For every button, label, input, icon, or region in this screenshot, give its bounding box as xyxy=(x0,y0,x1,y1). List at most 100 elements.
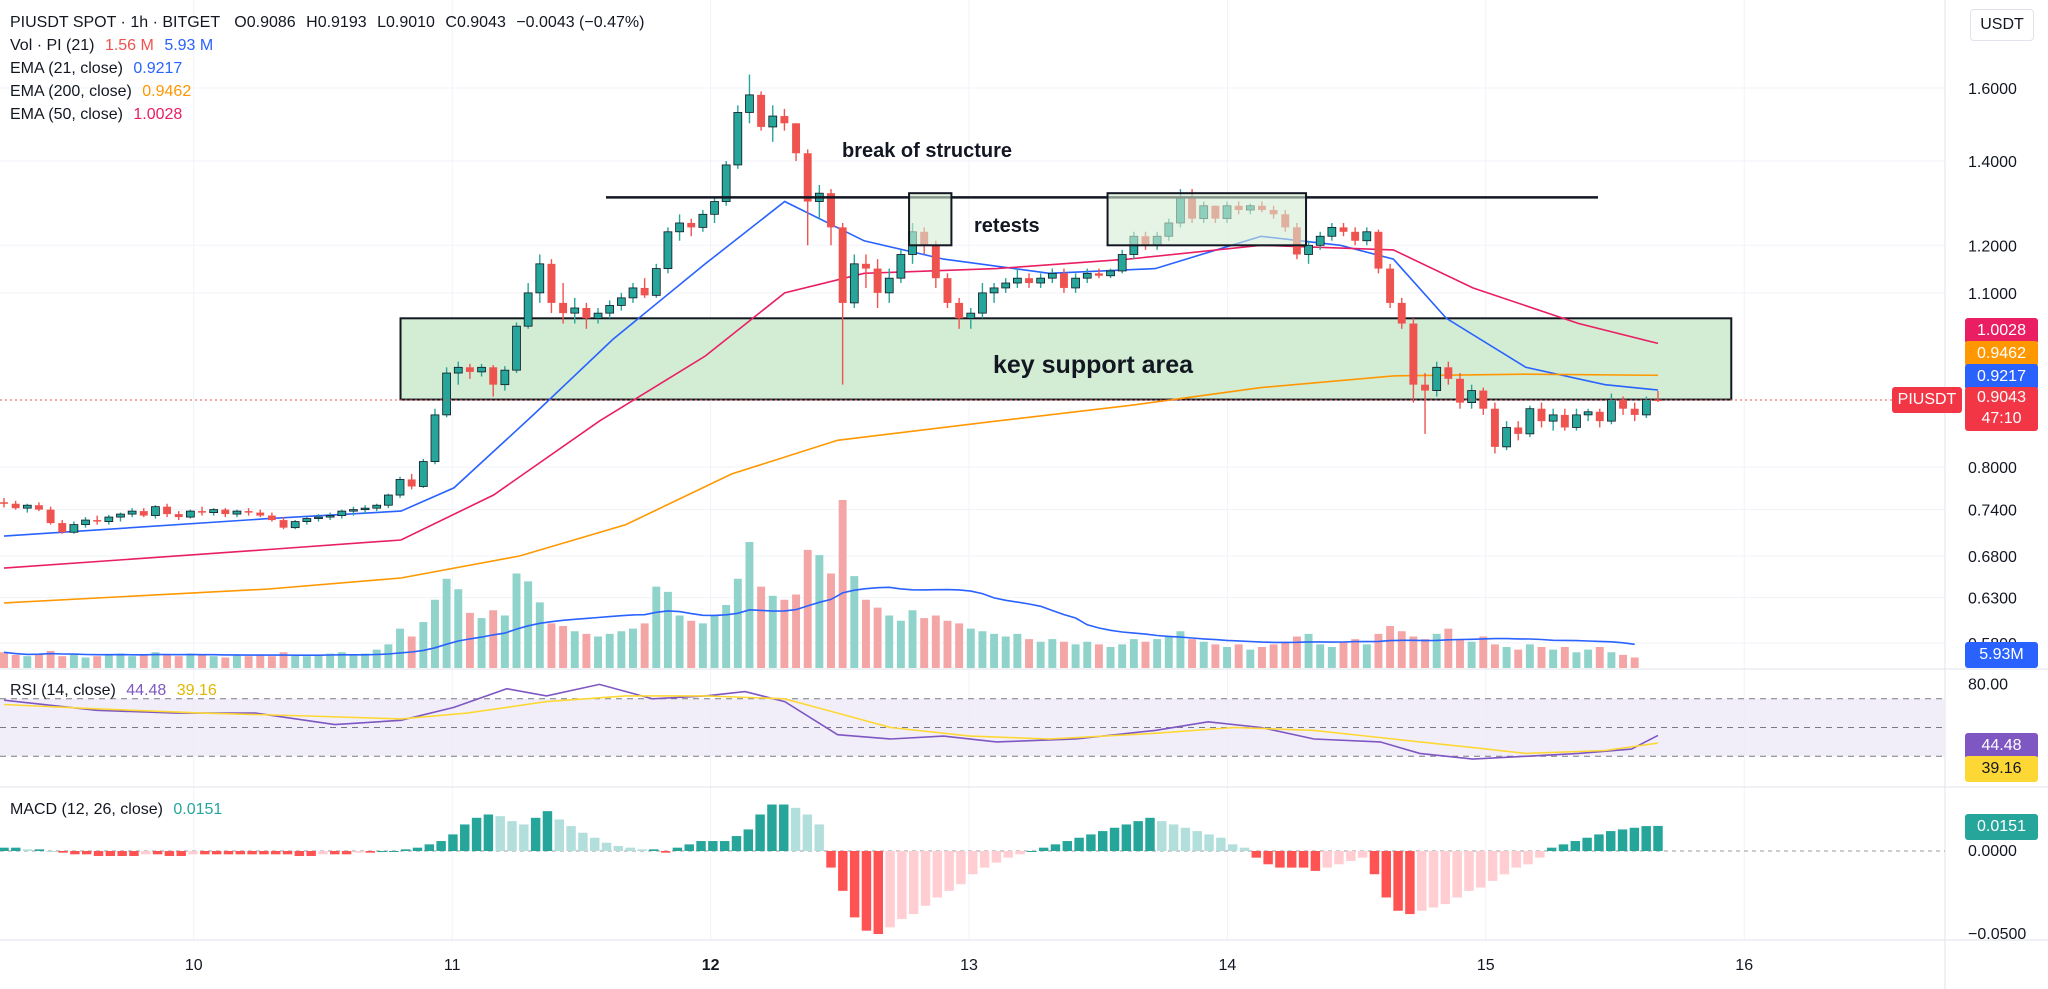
candle-body xyxy=(559,302,568,314)
macd-histogram-bar xyxy=(920,851,931,906)
macd-histogram-bar xyxy=(743,829,754,851)
ema21-legend-value: 0.9217 xyxy=(133,60,183,77)
symbol-title[interactable]: PIUSDT SPOT · 1h · BITGET xyxy=(10,14,220,31)
break-of-structure-label: break of structure xyxy=(842,140,1012,162)
candle-body xyxy=(803,153,812,202)
macd-histogram-bar xyxy=(1617,829,1628,851)
candle-body xyxy=(325,515,335,518)
candle-body xyxy=(360,507,370,511)
macd-histogram-bar xyxy=(1251,851,1262,858)
volume-bar xyxy=(221,657,230,668)
volume-bar xyxy=(547,623,556,668)
volume-bar xyxy=(349,654,358,668)
macd-histogram-bar xyxy=(1357,851,1368,858)
macd-histogram-bar xyxy=(1369,851,1380,875)
macd-histogram-bar xyxy=(790,807,801,851)
candle-body xyxy=(1583,411,1593,416)
candle-body xyxy=(1467,390,1476,403)
macd-histogram-bar xyxy=(814,824,824,851)
macd-histogram-bar xyxy=(0,847,9,851)
volume-bar xyxy=(1304,633,1313,668)
macd-histogram-bar xyxy=(389,851,399,852)
volume-bar xyxy=(617,631,626,668)
macd-histogram-bar xyxy=(530,817,541,851)
ema50-line xyxy=(3,244,1659,569)
close-label: C xyxy=(445,14,457,31)
candle-body xyxy=(1025,278,1033,284)
macd-histogram-bar xyxy=(70,851,80,855)
macd-histogram-bar xyxy=(460,824,470,851)
candle-body xyxy=(687,222,696,228)
ema21-legend[interactable]: EMA (21, close) 0.9217 xyxy=(10,57,182,80)
currency-button[interactable]: USDT xyxy=(1970,9,2034,41)
price-axis: 0.58000.63000.68000.74000.80001.10001.20… xyxy=(185,81,2017,974)
candle-body xyxy=(535,263,545,294)
macd-histogram-bar xyxy=(779,804,789,851)
candle-body xyxy=(523,292,533,327)
symbol-price-tag[interactable]: PIUSDT xyxy=(1892,387,1962,413)
macd-histogram-bar xyxy=(802,814,813,851)
volume-bar xyxy=(1258,647,1266,668)
volume-bar xyxy=(209,656,218,668)
price-axis-tick: 0.6300 xyxy=(1968,591,2017,608)
macd-histogram-bar xyxy=(483,814,494,851)
volume-bar xyxy=(1595,647,1604,668)
macd-histogram-bar xyxy=(211,851,222,855)
candle-body xyxy=(861,263,870,269)
volume-bar xyxy=(1001,636,1010,668)
volume-bar xyxy=(1397,631,1406,668)
volume-bar xyxy=(1188,639,1197,668)
macd-histogram-bar xyxy=(1298,851,1309,868)
candle-body xyxy=(1339,227,1348,232)
volume-legend[interactable]: Vol · PI (21) 1.56 M 5.93 M xyxy=(10,34,213,57)
time-axis-tick: 13 xyxy=(960,957,978,974)
volume-bar xyxy=(943,620,952,668)
macd-histogram-bar xyxy=(1227,844,1238,851)
macd-histogram-bar xyxy=(1239,847,1250,851)
volume-bar xyxy=(465,612,474,668)
candle-body xyxy=(163,506,172,515)
candle-body xyxy=(116,513,125,518)
candle-body xyxy=(349,509,358,512)
macd-histogram-bar xyxy=(1487,851,1498,881)
candle-body xyxy=(34,505,43,510)
ema50-legend[interactable]: EMA (50, close) 1.0028 xyxy=(10,103,182,126)
volume-bar xyxy=(104,654,113,668)
rsi-legend[interactable]: RSI (14, close) 44.48 39.16 xyxy=(10,679,217,702)
macd-histogram-bar xyxy=(1003,851,1013,858)
macd-histogram-bar xyxy=(11,847,21,851)
symbol-legend: PIUSDT SPOT · 1h · BITGET O0.9086 H0.919… xyxy=(10,11,644,34)
volume-bar xyxy=(1479,636,1488,668)
time-axis-tick: 10 xyxy=(185,957,203,974)
macd-histogram-bar xyxy=(672,847,683,851)
ema200-legend[interactable]: EMA (200, close) 0.9462 xyxy=(10,80,191,103)
volume-bar xyxy=(1584,649,1593,668)
volume-bar xyxy=(768,595,777,668)
candle-body xyxy=(884,277,894,294)
macd-histogram-bar xyxy=(377,851,387,852)
macd-legend[interactable]: MACD (12, 26, close) 0.0151 xyxy=(10,798,222,821)
macd-histogram-bar xyxy=(1523,851,1533,865)
volume-bar xyxy=(873,607,882,668)
volume-bar xyxy=(431,599,439,668)
volume-bar xyxy=(1607,652,1616,668)
ema50-legend-value: 1.0028 xyxy=(133,106,183,123)
macd-histogram-bar xyxy=(649,849,659,851)
price-axis-tick: 0.8000 xyxy=(1968,460,2017,477)
macd-histogram-bar xyxy=(271,851,281,855)
macd-histogram-bar xyxy=(1558,844,1569,851)
volume-bar xyxy=(1269,644,1278,668)
volume-bar xyxy=(1036,641,1045,668)
rsi-price-label: 44.48 xyxy=(1965,733,2038,759)
volume-bar xyxy=(640,623,649,668)
macd-histogram-bar xyxy=(164,851,175,856)
macd-histogram-bar xyxy=(849,851,860,918)
macd-histogram-bar xyxy=(424,844,435,851)
volume-bar xyxy=(1129,639,1138,668)
time-axis-tick: 16 xyxy=(1735,957,1753,974)
macd-histogram-bar xyxy=(46,851,56,852)
candle-body xyxy=(768,115,778,128)
macd-histogram-bar xyxy=(1109,827,1120,851)
macd-histogram-bar xyxy=(1346,851,1356,861)
